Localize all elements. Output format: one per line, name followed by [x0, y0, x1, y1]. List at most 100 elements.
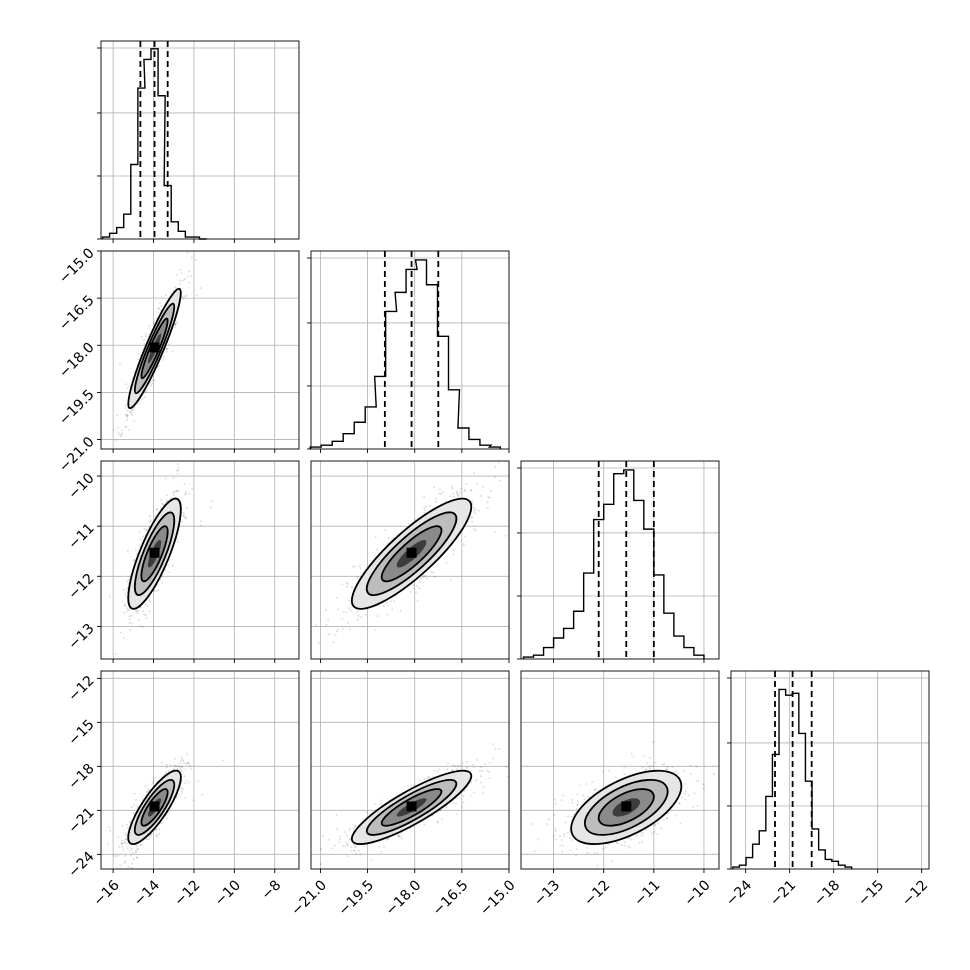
sample-point [189, 765, 192, 768]
sample-point [166, 347, 169, 350]
sample-point [195, 259, 198, 262]
sample-point [470, 516, 473, 519]
sample-point [661, 763, 664, 766]
sample-point [132, 408, 135, 411]
sample-point [348, 838, 351, 841]
sample-point [199, 287, 202, 290]
sample-point [473, 512, 476, 515]
sample-point [353, 849, 356, 852]
sample-point [673, 771, 676, 774]
sample-point [130, 614, 133, 617]
sample-point [123, 612, 126, 615]
sample-point [172, 564, 175, 567]
sample-point [167, 343, 170, 346]
sample-point [665, 817, 668, 820]
sample-point [145, 617, 148, 620]
sample-point [345, 581, 348, 584]
sample-point [424, 505, 427, 508]
sample-point [347, 599, 350, 602]
sample-point [145, 389, 148, 392]
sample-point [422, 576, 425, 579]
sample-point [383, 845, 386, 848]
sample-point [399, 836, 402, 839]
density-peak [406, 547, 417, 558]
sample-point [145, 528, 148, 531]
sample-point [320, 847, 323, 850]
sample-point [159, 578, 162, 581]
sample-point [115, 439, 118, 442]
sample-point [330, 847, 333, 850]
sample-point [472, 528, 475, 531]
sample-point [544, 512, 546, 514]
sample-point [166, 817, 169, 820]
sample-point [179, 268, 182, 271]
sample-point [607, 843, 610, 846]
sample-point [464, 490, 467, 493]
sample-point [533, 850, 536, 853]
sample-point [593, 788, 596, 791]
sample-point [569, 837, 572, 840]
sample-point [128, 384, 131, 387]
sample-point [124, 407, 127, 410]
sample-point [175, 469, 178, 472]
hist-panel-1 [97, 40, 300, 243]
sample-point [143, 528, 146, 531]
panel-frame [100, 250, 300, 450]
sample-point [176, 768, 179, 771]
sample-point [130, 854, 133, 857]
sample-point [432, 486, 435, 489]
sample-point [166, 766, 169, 769]
sample-point [350, 605, 353, 608]
sample-point [173, 757, 176, 760]
sample-point [474, 529, 477, 532]
sample-point [382, 604, 385, 607]
contour-line [365, 779, 458, 836]
sample-point [177, 462, 180, 465]
histogram-step [309, 259, 502, 449]
sample-point [131, 414, 134, 417]
sample-point [124, 414, 127, 417]
sample-point [457, 495, 460, 498]
sample-point [465, 760, 468, 763]
sample-point [479, 494, 482, 497]
sample-point [587, 796, 590, 799]
sample-point [115, 414, 118, 417]
sample-point [657, 822, 660, 825]
sample-point [188, 492, 191, 495]
sample-point [138, 399, 141, 402]
sample-point [134, 851, 137, 854]
sample-point [445, 806, 448, 809]
sample-point [380, 799, 383, 802]
sample-point [336, 827, 339, 830]
sample-point [169, 764, 172, 767]
sample-point [354, 824, 357, 827]
sample-point [375, 548, 378, 551]
contour-line [133, 779, 176, 836]
sample-point [415, 591, 418, 594]
sample-point [430, 571, 433, 574]
sample-point [487, 496, 490, 499]
sample-point [386, 613, 389, 616]
sample-point [472, 472, 475, 475]
sample-point [186, 753, 189, 756]
sample-point [201, 793, 204, 796]
sample-point [188, 781, 191, 784]
sample-point [681, 796, 684, 799]
sample-point [188, 270, 191, 273]
sample-point [130, 806, 133, 809]
contour-line [380, 525, 443, 583]
sample-point [666, 817, 669, 820]
sample-point [645, 828, 648, 831]
sample-point [337, 628, 340, 631]
sample-point [432, 814, 435, 817]
sample-point [604, 846, 607, 849]
sample-point [494, 747, 497, 750]
sample-point [494, 465, 497, 468]
sample-point [118, 846, 121, 849]
sample-point [378, 845, 381, 848]
sample-point [165, 347, 168, 350]
density-peak [149, 342, 160, 353]
sample-point [147, 838, 150, 841]
sample-point [349, 628, 352, 631]
sample-point [374, 802, 377, 805]
